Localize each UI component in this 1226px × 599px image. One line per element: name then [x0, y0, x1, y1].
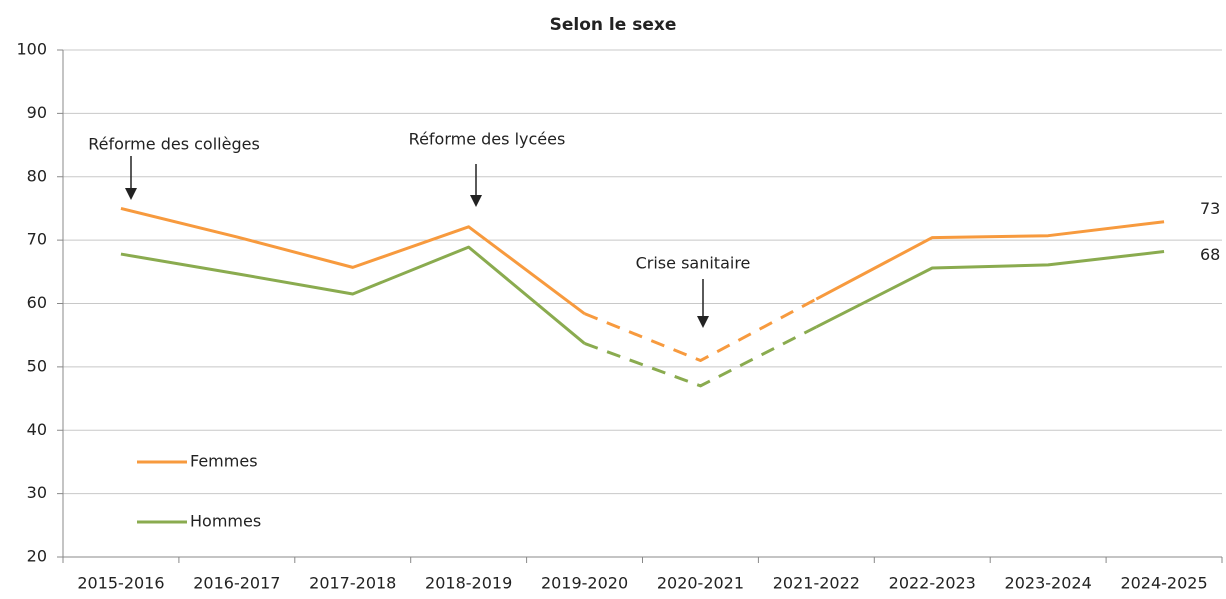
x-tick-label: 2022-2023 [889, 574, 976, 593]
x-tick-label: 2020-2021 [657, 574, 744, 593]
annotation-arrowhead [125, 188, 137, 200]
y-tick-label: 70 [27, 230, 47, 249]
legend-label: Femmes [190, 452, 258, 471]
data-label: 73 [1200, 199, 1220, 218]
y-tick-label: 90 [27, 103, 47, 122]
series-line-dashed [584, 325, 818, 388]
annotation-arrowhead [697, 316, 709, 328]
annotation: Réforme des lycées [409, 130, 566, 149]
x-tick-label: 2021-2022 [773, 574, 860, 593]
x-tick-label: 2019-2020 [541, 574, 628, 593]
y-tick-label: 50 [27, 356, 47, 375]
annotation: Réforme des collèges [88, 135, 260, 154]
legend-label: Hommes [190, 512, 261, 531]
y-tick-label: 40 [27, 420, 47, 439]
y-tick-label: 20 [27, 547, 47, 566]
annotation-arrowhead [470, 195, 482, 207]
y-tick-label: 60 [27, 293, 47, 312]
y-tick-label: 30 [27, 483, 47, 502]
x-tick-label: 2024-2025 [1120, 574, 1207, 593]
annotation: Crise sanitaire [636, 254, 751, 273]
series-line [120, 245, 586, 345]
x-tick-label: 2017-2018 [309, 574, 396, 593]
series-line-dashed [583, 297, 818, 363]
series-line [120, 206, 586, 315]
y-tick-label: 100 [16, 40, 47, 59]
series-line [815, 250, 1165, 329]
x-tick-label: 2015-2016 [77, 574, 164, 593]
data-label: 68 [1200, 245, 1220, 264]
y-tick-label: 80 [27, 166, 47, 185]
x-tick-label: 2018-2019 [425, 574, 512, 593]
series-line [815, 220, 1165, 301]
x-tick-label: 2016-2017 [193, 574, 280, 593]
chart-title: Selon le sexe [550, 15, 677, 35]
x-tick-label: 2023-2024 [1005, 574, 1092, 593]
